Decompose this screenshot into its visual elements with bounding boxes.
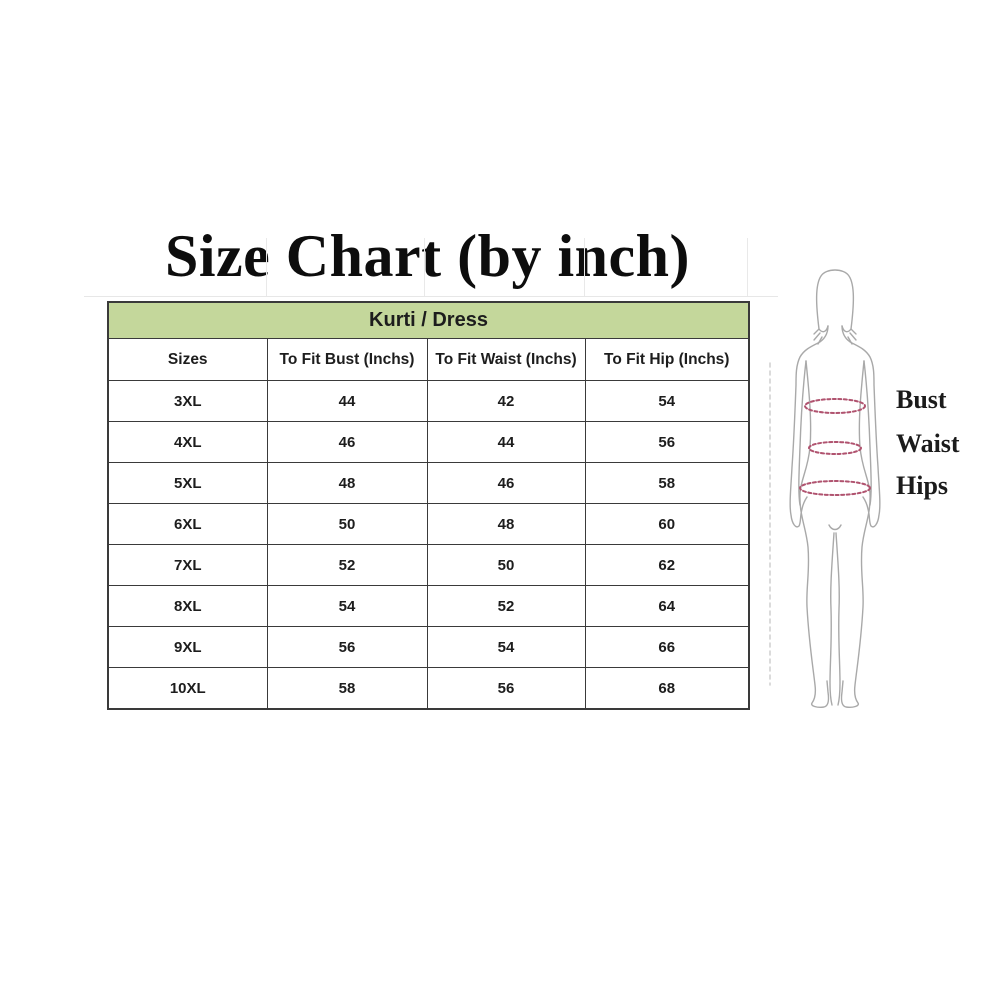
waist-cell: 52 (426, 585, 586, 627)
table-row: 6XL 50 48 60 (107, 503, 750, 545)
bust-cell: 48 (266, 462, 428, 504)
bust-cell: 46 (266, 421, 428, 463)
hips-measure-ellipse (799, 480, 871, 496)
size-cell: 4XL (107, 421, 268, 463)
column-header-bust: To Fit Bust (Inchs) (266, 338, 428, 381)
waist-cell: 46 (426, 462, 586, 504)
right-inner-arm-line (863, 360, 872, 506)
waist-cell: 50 (426, 544, 586, 586)
bust-cell: 58 (266, 667, 428, 710)
size-cell: 7XL (107, 544, 268, 586)
hip-cell: 66 (584, 626, 750, 668)
waist-cell: 48 (426, 503, 586, 545)
bust-cell: 44 (266, 380, 428, 422)
page-title: Size Chart (by inch) (165, 223, 690, 289)
waist-cell: 54 (426, 626, 586, 668)
hip-cell: 64 (584, 585, 750, 627)
right-torso-leg-outline (840, 360, 871, 708)
hip-cell: 68 (584, 667, 750, 710)
hip-cell: 60 (584, 503, 750, 545)
size-cell: 6XL (107, 503, 268, 545)
hip-cell: 54 (584, 380, 750, 422)
bust-label: Bust (896, 385, 947, 414)
hips-label: Hips (896, 471, 949, 500)
bust-cell: 56 (266, 626, 428, 668)
left-torso-leg-outline (799, 360, 830, 708)
left-shoulder-arm-outline (789, 325, 829, 528)
bust-cell: 50 (266, 503, 428, 545)
bust-cell: 52 (266, 544, 428, 586)
table-column-header-row: Sizes To Fit Bust (Inchs) To Fit Waist (… (107, 338, 750, 381)
size-chart-table: Kurti / Dress Sizes To Fit Bust (Inchs) … (107, 301, 750, 710)
gridline-remnant (424, 238, 425, 296)
column-header-waist: To Fit Waist (Inchs) (426, 338, 586, 381)
size-cell: 8XL (107, 585, 268, 627)
waist-cell: 42 (426, 380, 586, 422)
inner-leg-lines (828, 524, 842, 706)
table-row: 7XL 52 50 62 (107, 544, 750, 586)
table-row: 4XL 46 44 56 (107, 421, 750, 463)
column-header-sizes: Sizes (107, 338, 268, 381)
right-shoulder-arm-outline (841, 325, 881, 528)
gridline-remnant (747, 238, 748, 296)
table-group-header-row: Kurti / Dress (107, 301, 750, 339)
size-cell: 3XL (107, 380, 268, 422)
size-cell: 9XL (107, 626, 268, 668)
gridline-remnant (84, 296, 778, 297)
hip-cell: 58 (584, 462, 750, 504)
table-row: 9XL 56 54 66 (107, 626, 750, 668)
bust-measure-ellipse (804, 398, 866, 414)
body-measurement-figure: Bust Waist Hips (750, 253, 1000, 718)
head-hair-outline (815, 269, 855, 333)
table-row: 3XL 44 42 54 (107, 380, 750, 422)
hip-cell: 56 (584, 421, 750, 463)
table-row: 8XL 54 52 64 (107, 585, 750, 627)
column-header-hip: To Fit Hip (Inchs) (584, 338, 750, 381)
waist-cell: 44 (426, 421, 586, 463)
left-inner-arm-line (798, 360, 807, 506)
table-row: 10XL 58 56 68 (107, 667, 750, 710)
waist-cell: 56 (426, 667, 586, 710)
gridline-remnant (584, 238, 585, 296)
bust-cell: 54 (266, 585, 428, 627)
hip-cell: 62 (584, 544, 750, 586)
size-cell: 10XL (107, 667, 268, 710)
waist-label: Waist (896, 429, 960, 458)
size-cell: 5XL (107, 462, 268, 504)
table-group-header: Kurti / Dress (107, 301, 750, 339)
female-body-outline-illustration (769, 269, 881, 708)
gridline-remnant (266, 238, 267, 296)
waist-measure-ellipse (808, 441, 862, 455)
table-row: 5XL 48 46 58 (107, 462, 750, 504)
